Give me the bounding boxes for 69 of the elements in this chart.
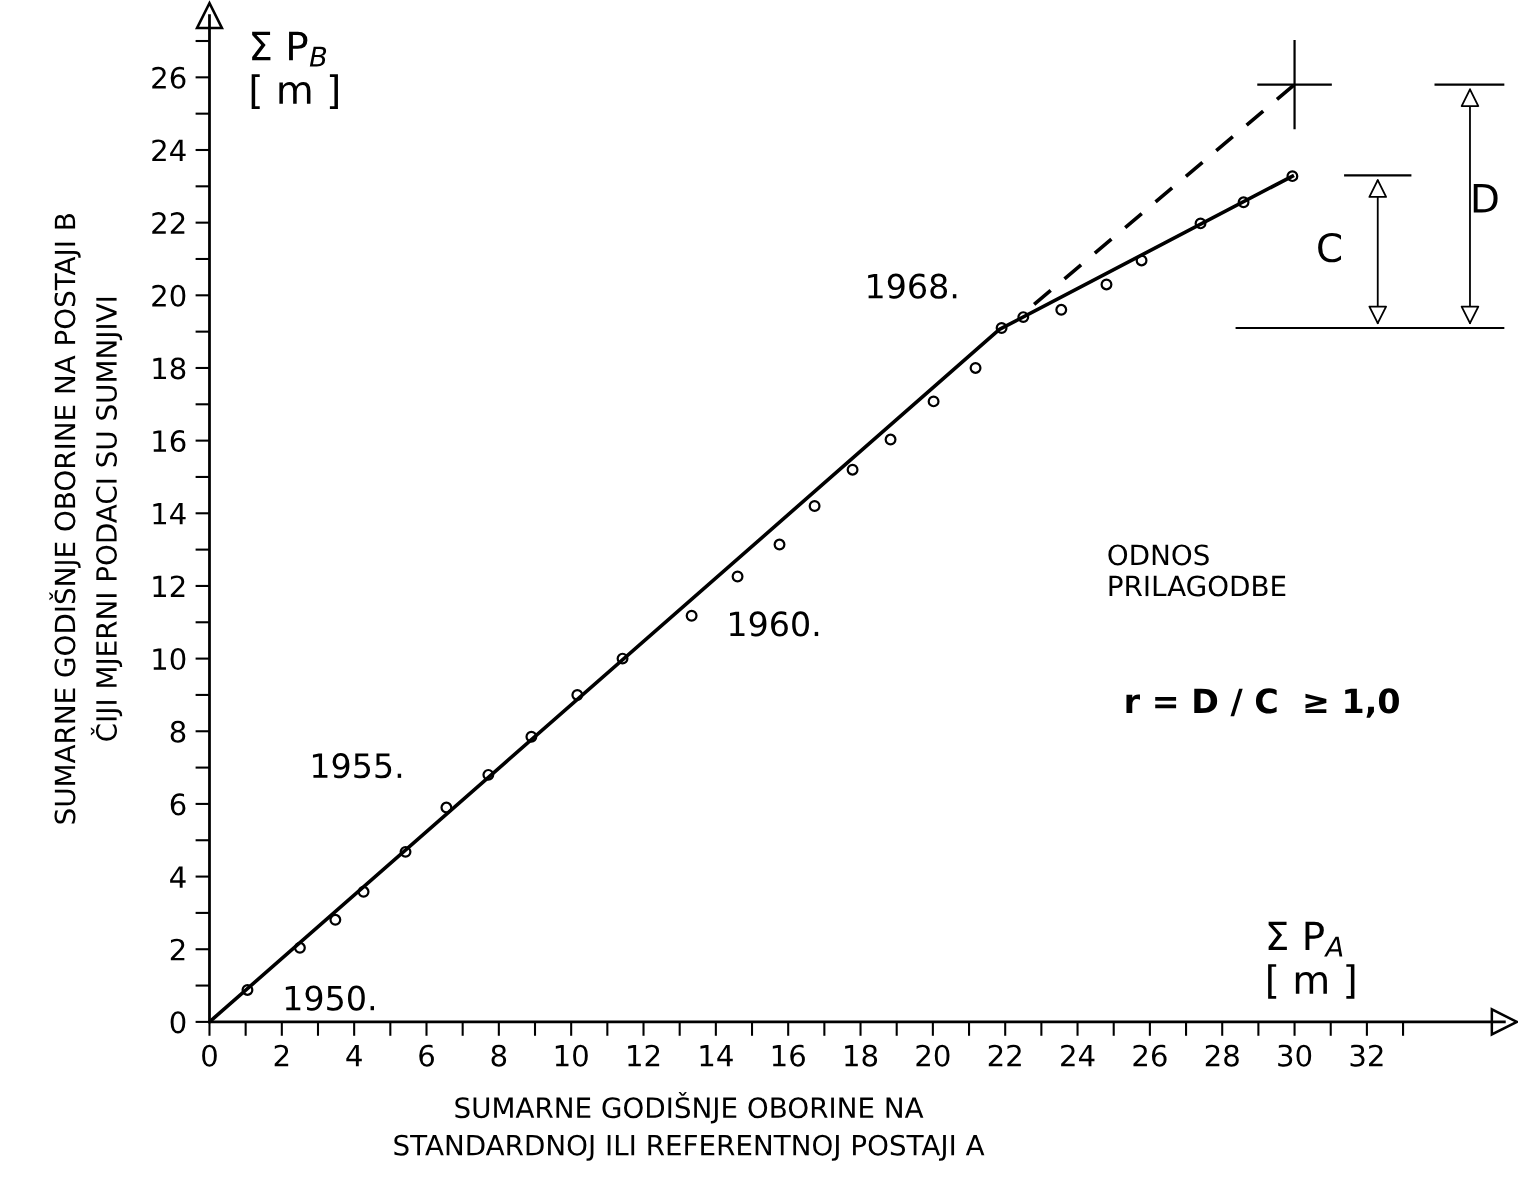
point: [571, 688, 584, 701]
point: [399, 845, 412, 858]
point: [241, 983, 254, 996]
point: [525, 730, 538, 743]
point: [969, 362, 982, 374]
annotation: Σ P$_{B}$ [ m ]: [251, 31, 338, 109]
annotation: 1950.: [285, 985, 375, 1011]
point: [1055, 303, 1068, 316]
point: [846, 463, 859, 476]
annotation: r = D / C ≥ 1,0: [1126, 688, 1399, 718]
point: [1194, 217, 1207, 230]
point: [1237, 196, 1250, 209]
annotation: 1968.: [868, 273, 957, 299]
point: [685, 609, 698, 622]
x-tick-label: 20: [916, 1044, 950, 1067]
x-tick-label: 30: [1278, 1044, 1312, 1067]
y-tick-label: 8: [170, 720, 186, 743]
x-tick-label: 32: [1350, 1044, 1383, 1067]
annotation: ODNOS PRILAGODBE: [1108, 544, 1286, 597]
y-tick-label: 0: [170, 1011, 186, 1034]
point: [329, 913, 342, 926]
y-tick-label: 10: [153, 648, 186, 671]
x-tick-label: 18: [845, 1044, 878, 1067]
annotation: C: [1318, 232, 1341, 263]
point: [1135, 254, 1148, 267]
x-tick-label: 4: [346, 1045, 362, 1067]
point: [293, 941, 306, 954]
annotation: 1955.: [312, 753, 402, 779]
x-tick-label: 26: [1133, 1044, 1167, 1067]
x-tick-label: 2: [274, 1044, 289, 1067]
x-tick-label: 0: [202, 1044, 217, 1067]
annotation: Σ P$_{A}$ [ m ]: [1268, 921, 1355, 999]
point: [927, 395, 940, 408]
point: [731, 570, 744, 583]
point: [440, 801, 453, 814]
y-tick-label: 22: [152, 212, 185, 234]
y-tick-label: 6: [170, 793, 186, 816]
point: [357, 885, 370, 898]
y-tick-label: 16: [153, 430, 186, 453]
x-tick-label: 8: [491, 1044, 507, 1067]
y-tick-label: 24: [152, 139, 186, 162]
y-axis-title: SUMARNE GODIŠNJE OBORINE NA POSTAJI B ČIJI MJERNI PODACI SU SUMNJIVI: [49, 214, 123, 824]
point: [808, 500, 821, 512]
x-tick-label: 28: [1205, 1044, 1239, 1067]
point: [1100, 278, 1113, 291]
x-tick-label: 10: [555, 1044, 588, 1067]
point: [884, 433, 897, 446]
x-tick-label: 16: [772, 1044, 805, 1067]
annotation: 1960.: [730, 611, 819, 637]
y-tick-label: 4: [170, 866, 186, 888]
annotation: D: [1473, 184, 1498, 213]
y-tick-label: 12: [153, 575, 185, 598]
point: [773, 538, 786, 551]
x-axis-title: SUMARNE GODIŠNJE OBORINE NA STANDARDNOJ ILI REFERENTNOJ POSTAJI A: [394, 1092, 985, 1161]
point: [995, 322, 1008, 334]
x-tick-label: 24: [1061, 1044, 1095, 1067]
y-tick-label: 18: [153, 357, 186, 380]
y-tick-label: 2: [170, 938, 185, 961]
point: [1017, 311, 1030, 324]
point: [1286, 170, 1299, 183]
x-tick-label: 12: [628, 1044, 660, 1067]
x-tick-label: 14: [700, 1045, 733, 1067]
y-tick-label: 26: [152, 66, 186, 89]
point: [616, 652, 629, 665]
point: [482, 768, 495, 781]
x-tick-label: 6: [419, 1044, 434, 1067]
y-tick-label: 20: [152, 284, 186, 307]
y-tick-label: 14: [153, 503, 186, 525]
x-tick-label: 22: [988, 1044, 1021, 1067]
